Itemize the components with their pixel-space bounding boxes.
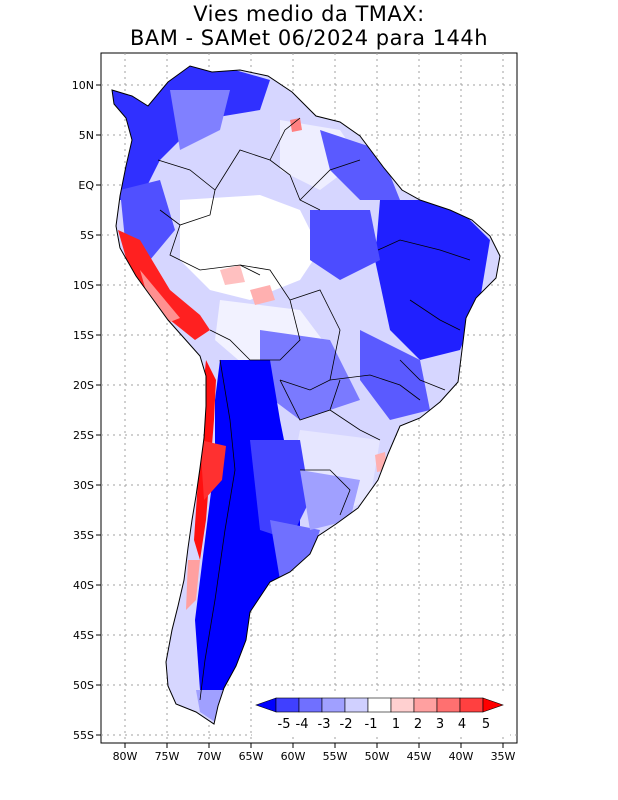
lat-label: 10S	[73, 279, 94, 292]
map-title-line2: BAM - SAMet 06/2024 para 144h	[129, 26, 489, 50]
colorbar-box	[298, 697, 323, 713]
colorbar-label: -1	[365, 717, 378, 732]
lat-label: 25S	[73, 429, 94, 442]
lat-label: 50S	[73, 679, 94, 692]
coastline	[111, 65, 501, 725]
lon-label: 75W	[155, 750, 180, 763]
colorbar: -5 -4 -3 -2 -1 1 2 3 4 5	[252, 694, 510, 736]
lat-label: 15S	[73, 329, 94, 342]
colorbar-label: -4	[296, 717, 309, 732]
colorbar-label: 1	[392, 717, 400, 732]
colorbar-box	[367, 697, 392, 713]
lon-label: 70W	[197, 750, 222, 763]
lat-label: 45S	[73, 629, 94, 642]
lat-label: 20S	[73, 379, 94, 392]
lon-label: 35W	[491, 750, 516, 763]
colorbar-arrow-high	[482, 697, 504, 713]
lon-label: 55W	[323, 750, 348, 763]
lat-label: 5S	[80, 229, 94, 242]
lon-label: 80W	[113, 750, 138, 763]
colorbar-label: 2	[414, 717, 422, 732]
colorbar-label: -3	[318, 717, 331, 732]
lat-label: 30S	[73, 479, 94, 492]
lat-label: 40S	[73, 579, 94, 592]
lon-label: 45W	[407, 750, 432, 763]
map-title-line1: Vies medio da TMAX:	[193, 2, 425, 26]
colorbar-label: -2	[340, 717, 353, 732]
lat-label: EQ	[78, 179, 94, 192]
colorbar-box	[344, 697, 369, 713]
longitude-labels: 80W 75W 70W 65W 60W 55W 50W 45W 40W 35W	[113, 750, 516, 763]
colorbar-label: -5	[278, 717, 291, 732]
lon-label: 65W	[239, 750, 264, 763]
colorbar-box	[459, 697, 484, 713]
colorbar-box	[390, 697, 415, 713]
lat-label: 10N	[72, 79, 94, 92]
colorbar-label: 4	[458, 717, 466, 732]
lat-label: 55S	[73, 729, 94, 742]
colorbar-label: 5	[482, 717, 490, 732]
lat-label: 35S	[73, 529, 94, 542]
colorbar-box	[413, 697, 438, 713]
lon-label: 50W	[365, 750, 390, 763]
lat-label: 5N	[79, 129, 94, 142]
lon-label: 60W	[281, 750, 306, 763]
lon-label: 40W	[449, 750, 474, 763]
colorbar-box	[321, 697, 346, 713]
colorbar-label: 3	[436, 717, 444, 732]
latitude-labels: 10N 5N EQ 5S 10S 15S 20S 25S 30S 35S 40S…	[72, 79, 95, 742]
colorbar-box	[436, 697, 461, 713]
country-borders	[157, 117, 471, 701]
axis-ticks	[96, 84, 504, 748]
colorbar-box	[275, 697, 300, 713]
